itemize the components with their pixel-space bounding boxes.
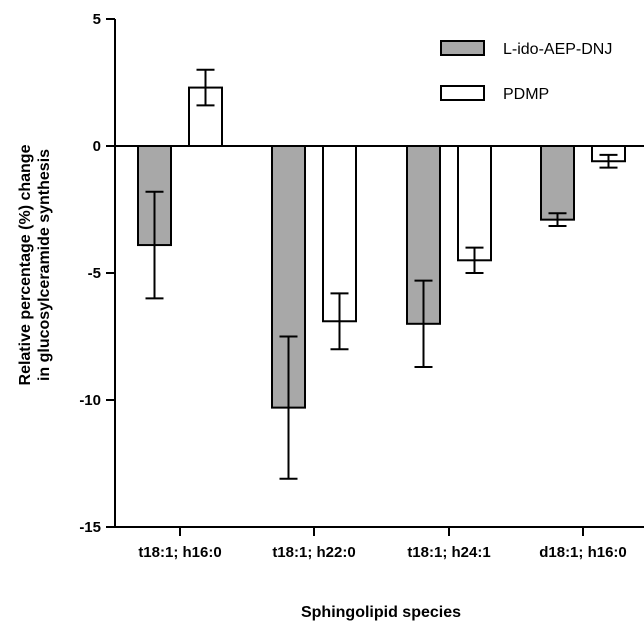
y-axis-title: Relative percentage (%) change in glucos… [17,144,53,385]
legend: L-ido-AEP-DNJ PDMP [440,40,612,103]
y-tick-label: 5 [93,11,101,28]
y-axis-ticks: 5 0 -5 -10 -15 [79,11,115,536]
y-tick-label: -5 [88,265,101,282]
error-bars [145,68,618,480]
y-tick-label: -10 [79,392,101,409]
bar [188,86,223,147]
legend-label: L-ido-AEP-DNJ [503,41,612,58]
bar [457,145,492,262]
x-axis-categories: t18:1; h16:0 t18:1; h22:0 t18:1; h24:1 d18:… [138,527,627,561]
bars [137,86,626,409]
legend-label: PDMP [503,86,549,103]
y-axis-title-line-2: in glucosylceramide synthesis [36,149,53,381]
x-tick-label: t18:1; h16:0 [138,544,221,561]
y-tick-label: -15 [79,519,101,536]
legend-swatch [440,40,485,56]
y-axis-title-line-1: Relative percentage (%) change [17,144,34,385]
x-tick-label: d18:1; h16:0 [539,544,627,561]
y-tick-label: 0 [93,138,101,155]
bar [540,145,575,221]
x-tick-label: t18:1; h22:0 [272,544,355,561]
legend-swatch [440,85,485,101]
x-axis-title: Sphingolipid species [301,604,461,621]
x-tick-label: t18:1; h24:1 [407,544,490,561]
